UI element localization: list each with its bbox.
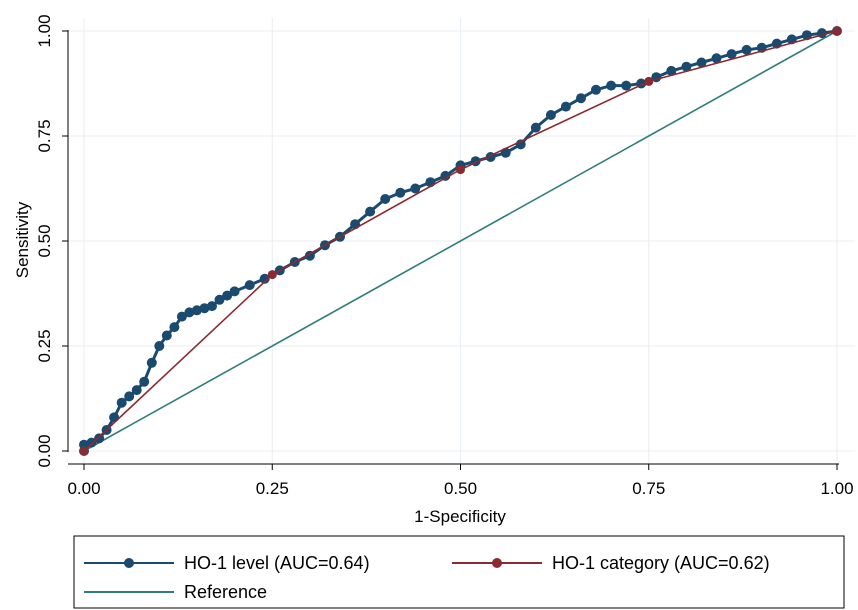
legend-label-ho1-category: HO-1 category (AUC=0.62) xyxy=(552,553,770,573)
series-point-0 xyxy=(545,110,556,120)
legend-marker-ho1-level xyxy=(124,558,134,568)
series-point-0 xyxy=(576,93,586,104)
legend-box xyxy=(73,535,845,609)
legend: HO-1 level (AUC=0.64) HO-1 category (AUC… xyxy=(73,535,845,609)
series-point-0 xyxy=(116,397,127,408)
series-point-1 xyxy=(456,165,465,175)
x-tick-label: 0.75 xyxy=(632,479,665,498)
legend-label-ho1-level: HO-1 level (AUC=0.64) xyxy=(184,553,370,573)
y-tick-label: 0.25 xyxy=(35,329,54,362)
series-point-0 xyxy=(207,301,217,312)
series-point-1 xyxy=(79,446,89,456)
series-point-0 xyxy=(184,307,195,318)
x-tick-label: 0.50 xyxy=(444,479,477,498)
series-point-0 xyxy=(154,341,165,351)
series-point-0 xyxy=(222,290,233,301)
series-point-0 xyxy=(696,57,707,68)
series-point-0 xyxy=(380,194,391,204)
x-ticks: 0.00 0.25 0.50 0.75 1.00 xyxy=(67,464,854,498)
series-point-0 xyxy=(214,294,225,305)
y-tick-label: 0.00 xyxy=(35,434,54,467)
series-point-0 xyxy=(79,439,89,450)
series-point-0 xyxy=(621,80,632,91)
series-point-0 xyxy=(94,433,105,444)
series-point-0 xyxy=(176,311,187,322)
series-point-0 xyxy=(161,330,172,341)
series-point-0 xyxy=(741,44,752,55)
series-point-0 xyxy=(229,286,240,297)
series-point-0 xyxy=(199,303,210,314)
x-tick-label: 0.00 xyxy=(67,479,100,498)
y-tick-label: 1.00 xyxy=(35,14,54,47)
series-point-0 xyxy=(726,49,737,60)
series-point-0 xyxy=(606,80,617,91)
series-point-1 xyxy=(832,26,842,36)
series-point-0 xyxy=(109,412,120,423)
y-tick-label: 0.50 xyxy=(35,224,54,257)
y-ticks: 0.00 0.25 0.50 0.75 1.00 xyxy=(35,14,68,468)
series-point-0 xyxy=(259,273,270,284)
y-axis-title: Sensitivity xyxy=(13,201,32,278)
series-point-0 xyxy=(591,84,601,95)
series-point-0 xyxy=(365,206,376,217)
series-point-0 xyxy=(560,101,571,112)
series-point-0 xyxy=(711,53,722,64)
series-point-1 xyxy=(644,76,654,86)
series-point-1 xyxy=(267,270,277,280)
series-point-0 xyxy=(124,391,135,402)
series-point-0 xyxy=(139,376,150,387)
series-point-0 xyxy=(530,122,541,133)
series-point-0 xyxy=(440,170,451,181)
x-tick-label: 1.00 xyxy=(820,479,853,498)
plot-area xyxy=(79,26,842,456)
series-point-0 xyxy=(410,183,421,194)
series-point-0 xyxy=(86,437,97,448)
series-point-0 xyxy=(169,322,180,333)
series-line-2 xyxy=(83,30,838,452)
y-tick-label: 0.75 xyxy=(35,119,54,152)
series-point-0 xyxy=(666,65,677,76)
x-tick-label: 0.25 xyxy=(256,479,289,498)
legend-marker-ho1-category xyxy=(492,558,502,568)
series-point-0 xyxy=(146,357,157,368)
series-point-0 xyxy=(681,61,692,72)
series-point-0 xyxy=(131,385,142,396)
legend-label-reference: Reference xyxy=(184,582,267,602)
series-point-0 xyxy=(395,187,406,198)
series-point-0 xyxy=(244,280,255,291)
series-point-0 xyxy=(191,305,202,316)
x-axis-title: 1-Specificity xyxy=(414,507,506,526)
series-point-0 xyxy=(304,250,315,261)
